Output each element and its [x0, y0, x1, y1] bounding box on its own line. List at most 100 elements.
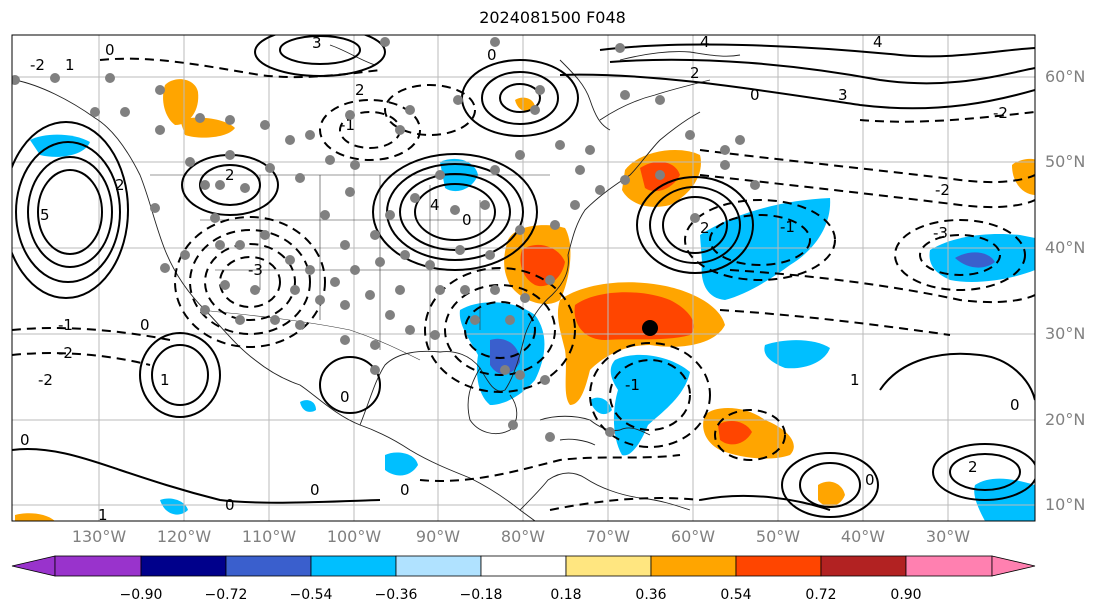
contour-label: 0: [462, 211, 472, 229]
negative-anomaly-area: [610, 354, 690, 456]
longitude-label: 50°W: [755, 527, 801, 546]
longitude-label: 90°W: [415, 527, 461, 546]
contour-label: -1: [625, 376, 640, 394]
colorbar-underflow: [11, 555, 56, 577]
contour-labels: -2 1 0 5 2 2 -3 3 2 -1 4 0 0 2 0 4 4 3 -…: [20, 33, 1020, 524]
positive-anomaly-area: [1012, 158, 1035, 195]
contour-label: 1: [850, 371, 860, 389]
colorbar-segment: [565, 555, 652, 577]
colorbar-tick-label: −0.36: [374, 587, 418, 603]
contour-label: -2: [58, 344, 73, 362]
contour-label: -2: [935, 181, 950, 199]
contour-label: 2: [115, 176, 125, 194]
contour-label: -2: [993, 104, 1008, 122]
longitude-label: 40°W: [840, 527, 886, 546]
latitude-label: 50°N: [1045, 152, 1086, 171]
positive-anomaly-area: [15, 513, 55, 521]
highlight-station-marker: [642, 320, 658, 336]
contour-label: 4: [873, 33, 883, 51]
longitude-label: 110°W: [241, 527, 297, 546]
contour-label: 0: [310, 481, 320, 499]
negative-anomaly-area: [30, 134, 90, 157]
colorbar-tick-label: 0.36: [635, 587, 667, 603]
colorbar-tick-label: 0.72: [805, 587, 837, 603]
contour-label: 0: [20, 431, 30, 449]
colorbar-tick-label: −0.54: [289, 587, 333, 603]
contour-label: 0: [225, 496, 235, 514]
colorbar-segment: [820, 555, 907, 577]
contour-label: 0: [140, 316, 150, 334]
contour-label: 2: [968, 458, 978, 476]
negative-anomaly-area: [385, 452, 418, 476]
contour-label: 4: [430, 196, 440, 214]
contour-label: 0: [865, 471, 875, 489]
observation-stations: [12, 37, 760, 442]
contour-label: -3: [933, 224, 948, 242]
contour-label: -1: [780, 218, 795, 236]
colorbar-segment: [54, 555, 142, 577]
colorbar-segment: [225, 555, 312, 577]
colorbar-segment: [310, 555, 397, 577]
colorbar-overflow: [991, 555, 1036, 577]
contour-label: 1: [98, 506, 108, 524]
contour-label: 2: [355, 81, 365, 99]
longitude-label: 60°W: [670, 527, 716, 546]
colorbar-tick-label: 0.90: [890, 587, 922, 603]
latitude-label: 40°N: [1045, 238, 1086, 257]
positive-anomaly-area: [163, 79, 199, 125]
strong-negative-anomaly-area: [955, 252, 995, 268]
longitude-label: 80°W: [500, 527, 546, 546]
contour-label: 5: [40, 206, 50, 224]
contour-label: 0: [487, 46, 497, 64]
colorbar: [11, 555, 1036, 577]
negative-anomaly-area: [590, 397, 612, 415]
colorbar-tick-label: −0.90: [119, 587, 163, 603]
map-title: 2024081500 F048: [479, 8, 626, 27]
colorbar-tick-label: 0.54: [720, 587, 752, 603]
latitude-label: 10°N: [1045, 495, 1086, 514]
contour-label: 2: [225, 166, 235, 184]
colorbar-segment: [735, 555, 822, 577]
strong-positive-anomaly-area: [718, 420, 752, 445]
latitude-label: 30°N: [1045, 324, 1086, 343]
colorbar-segment: [650, 555, 737, 577]
colorbar-segment: [395, 555, 482, 577]
negative-anomaly-area: [160, 498, 188, 515]
negative-anomaly-area: [700, 198, 831, 300]
strong-negative-anomaly-area: [490, 338, 520, 375]
colorbar-tick-label: −0.18: [459, 587, 503, 603]
positive-anomaly-area: [180, 117, 235, 138]
longitude-label: 100°W: [326, 527, 382, 546]
contour-label: 1: [65, 56, 75, 74]
colorbar-segment: [905, 555, 993, 577]
negative-anomaly-area: [764, 340, 830, 369]
latitude-label: 20°N: [1045, 410, 1086, 429]
contour-label: 0: [105, 41, 115, 59]
contour-label: -1: [340, 116, 355, 134]
contour-label: 0: [400, 481, 410, 499]
longitude-label: 70°W: [585, 527, 631, 546]
positive-anomaly-area: [818, 481, 845, 507]
contour-label: 1: [160, 371, 170, 389]
strong-positive-anomaly-area: [574, 292, 694, 340]
colorbar-segment: [140, 555, 227, 577]
contour-label: -3: [248, 261, 263, 279]
colorbar-segment: [480, 555, 567, 577]
contour-label: 2: [690, 64, 700, 82]
contour-label: 4: [700, 33, 710, 51]
longitude-label: 30°W: [925, 527, 971, 546]
contour-label: 2: [700, 219, 710, 237]
negative-contours: [12, 57, 1035, 511]
coastlines: [14, 44, 741, 521]
map-frame: [11, 34, 1036, 522]
longitude-label: 130°W: [71, 527, 127, 546]
contour-label: 0: [1010, 396, 1020, 414]
contour-label: -2: [30, 56, 45, 74]
contour-label: 0: [750, 86, 760, 104]
contour-label: 0: [340, 388, 350, 406]
contour-label: -1: [58, 316, 73, 334]
strong-positive-anomaly-area: [520, 244, 565, 287]
negative-anomaly-area: [300, 400, 316, 412]
contour-label: 3: [838, 86, 848, 104]
